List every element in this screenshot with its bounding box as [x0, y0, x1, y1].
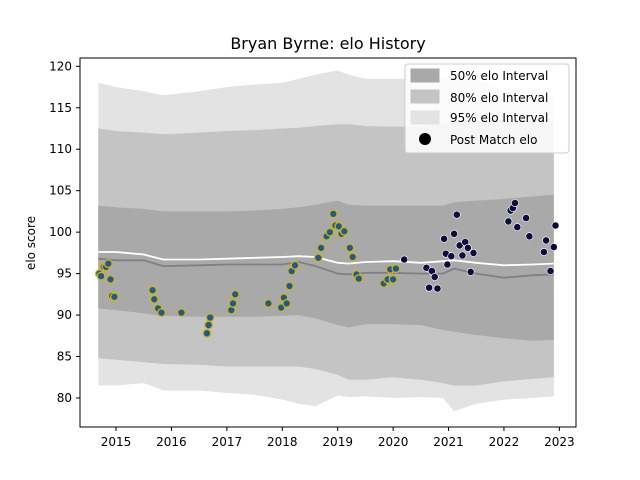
- y-tick-label: 110: [49, 142, 72, 156]
- elo-point: [546, 267, 555, 275]
- elo-point: [458, 251, 467, 260]
- elo-point: [540, 248, 548, 256]
- elo-point: [433, 284, 442, 293]
- x-tick-label: 2017: [212, 435, 243, 449]
- elo-point: [176, 308, 186, 318]
- y-tick-label: 115: [49, 101, 72, 115]
- elo-point: [542, 236, 550, 245]
- x-tick-label: 2023: [544, 435, 575, 449]
- mean-line: [98, 251, 554, 267]
- elo-point: [450, 229, 458, 238]
- legend-marker-post-match: [419, 133, 431, 145]
- legend: 50% elo Interval 80% elo Interval 95% el…: [404, 63, 570, 154]
- y-tick-label: 80: [57, 391, 72, 405]
- x-axis: 2015 2016 2017 2018 2019 2020 2021 2022 2023: [101, 427, 575, 449]
- elo-point: [316, 243, 326, 253]
- legend-swatch-band50: [410, 68, 440, 83]
- elo-point: [425, 283, 433, 292]
- x-tick-label: 2015: [101, 435, 132, 449]
- elo-point: [149, 294, 159, 304]
- y-tick-label: 95: [57, 267, 72, 281]
- y-tick-label: 105: [49, 184, 72, 198]
- legend-label-post-match: Post Match elo: [450, 133, 537, 147]
- elo-point: [440, 234, 448, 243]
- elo-point: [522, 214, 530, 222]
- elo-point: [328, 209, 338, 219]
- elo-point: [469, 248, 478, 257]
- elo-point: [202, 328, 212, 338]
- elo-point: [230, 289, 240, 299]
- plot-area: [94, 70, 560, 412]
- legend-swatch-band95: [410, 110, 440, 125]
- x-tick-label: 2018: [267, 435, 298, 449]
- elo-point: [525, 232, 534, 241]
- elo-point: [452, 210, 461, 219]
- x-tick-label: 2016: [156, 435, 187, 449]
- elo-point: [513, 223, 522, 232]
- elo-point: [106, 274, 115, 284]
- elo-point: [204, 320, 214, 330]
- y-axis: 80 85 90 95 100 105 110 115 120: [49, 59, 80, 405]
- legend-swatch-band80: [410, 89, 440, 104]
- elo-point: [354, 274, 364, 284]
- elo-point: [228, 298, 238, 308]
- elo-point: [263, 298, 273, 308]
- elo-point: [325, 227, 335, 237]
- elo-point: [463, 243, 472, 252]
- elo-point: [285, 281, 294, 291]
- legend-label-band80: 80% elo Interval: [450, 91, 548, 105]
- legend-label-band95: 95% elo Interval: [450, 111, 548, 125]
- x-tick-label: 2021: [433, 435, 464, 449]
- elo-point: [157, 308, 166, 318]
- elo-point: [348, 252, 358, 262]
- y-tick-label: 100: [49, 225, 72, 239]
- elo-point: [148, 285, 158, 295]
- y-tick-label: 120: [49, 59, 72, 73]
- elo-point: [345, 243, 355, 253]
- elo-point: [511, 199, 519, 207]
- elo-point: [443, 260, 452, 269]
- band-50: [98, 194, 554, 341]
- elo-point: [290, 260, 300, 270]
- elo-point: [103, 259, 113, 269]
- elo-point: [339, 226, 349, 236]
- elo-point: [388, 274, 398, 284]
- elo-point: [96, 271, 106, 281]
- elo-point: [109, 292, 119, 302]
- elo-point: [334, 221, 344, 231]
- elo-point: [282, 298, 292, 308]
- legend-box: [404, 63, 570, 154]
- elo-point: [549, 243, 558, 251]
- chart-title: Bryan Byrne: elo History: [230, 34, 425, 53]
- elo-point: [205, 313, 215, 322]
- elo-point: [430, 272, 439, 281]
- elo-point: [400, 255, 409, 264]
- elo-point: [504, 217, 513, 226]
- x-tick-label: 2019: [322, 435, 353, 449]
- x-tick-label: 2022: [489, 435, 520, 449]
- y-axis-label: elo score: [24, 216, 38, 270]
- x-tick-label: 2020: [378, 435, 409, 449]
- elo-point: [391, 264, 401, 274]
- elo-point: [551, 221, 560, 230]
- elo-point: [313, 253, 323, 263]
- y-tick-label: 85: [57, 350, 72, 364]
- elo-point: [447, 252, 456, 261]
- y-tick-label: 90: [57, 308, 72, 322]
- elo-point: [466, 267, 475, 276]
- elo-points: [94, 199, 560, 338]
- plot-frame: [79, 57, 577, 428]
- legend-label-band50: 50% elo Interval: [450, 69, 548, 83]
